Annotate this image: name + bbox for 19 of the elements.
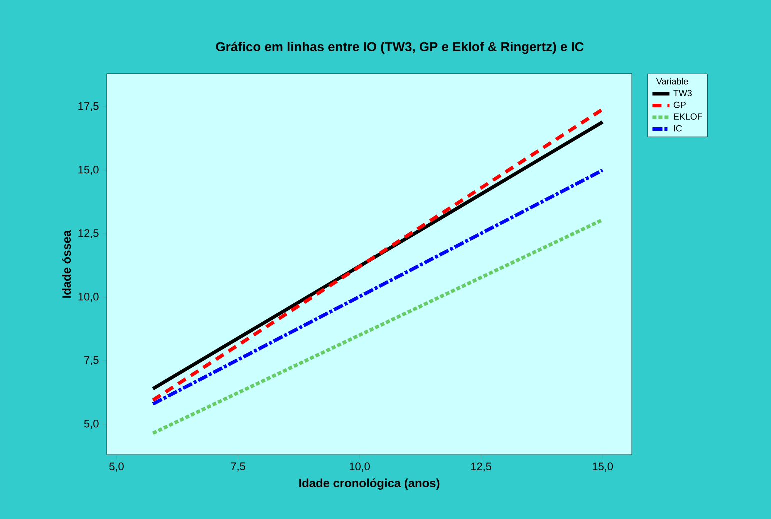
legend-label: TW3 bbox=[674, 90, 692, 96]
x-axis-title: Idade cronológica (anos) bbox=[300, 478, 440, 490]
x-tick-label: 7,5 bbox=[231, 462, 246, 472]
x-tick-label: 12,5 bbox=[471, 462, 492, 472]
x-tick-label: 15,0 bbox=[593, 462, 614, 472]
legend-label: EKLOF bbox=[674, 114, 702, 120]
chart-title: Gráfico em linhas entre IO (TW3, GP e Eklof & Ringertz) e IC bbox=[216, 42, 584, 54]
y-tick-label: 10,0 bbox=[78, 292, 99, 302]
y-tick-label: 15,0 bbox=[78, 166, 99, 176]
y-tick-label: 17,5 bbox=[78, 102, 99, 112]
y-axis-title: Idade óssea bbox=[62, 230, 72, 298]
legend-label: IC bbox=[674, 125, 682, 132]
y-tick-label: 12,5 bbox=[78, 229, 99, 239]
y-tick-label: 7,5 bbox=[84, 356, 99, 366]
x-tick-label: 10,0 bbox=[350, 462, 370, 472]
y-tick-label: 5,0 bbox=[84, 420, 99, 430]
legend-title: Variable bbox=[656, 78, 688, 85]
legend-label: GP bbox=[674, 102, 686, 108]
x-tick-label: 5,0 bbox=[110, 462, 124, 472]
